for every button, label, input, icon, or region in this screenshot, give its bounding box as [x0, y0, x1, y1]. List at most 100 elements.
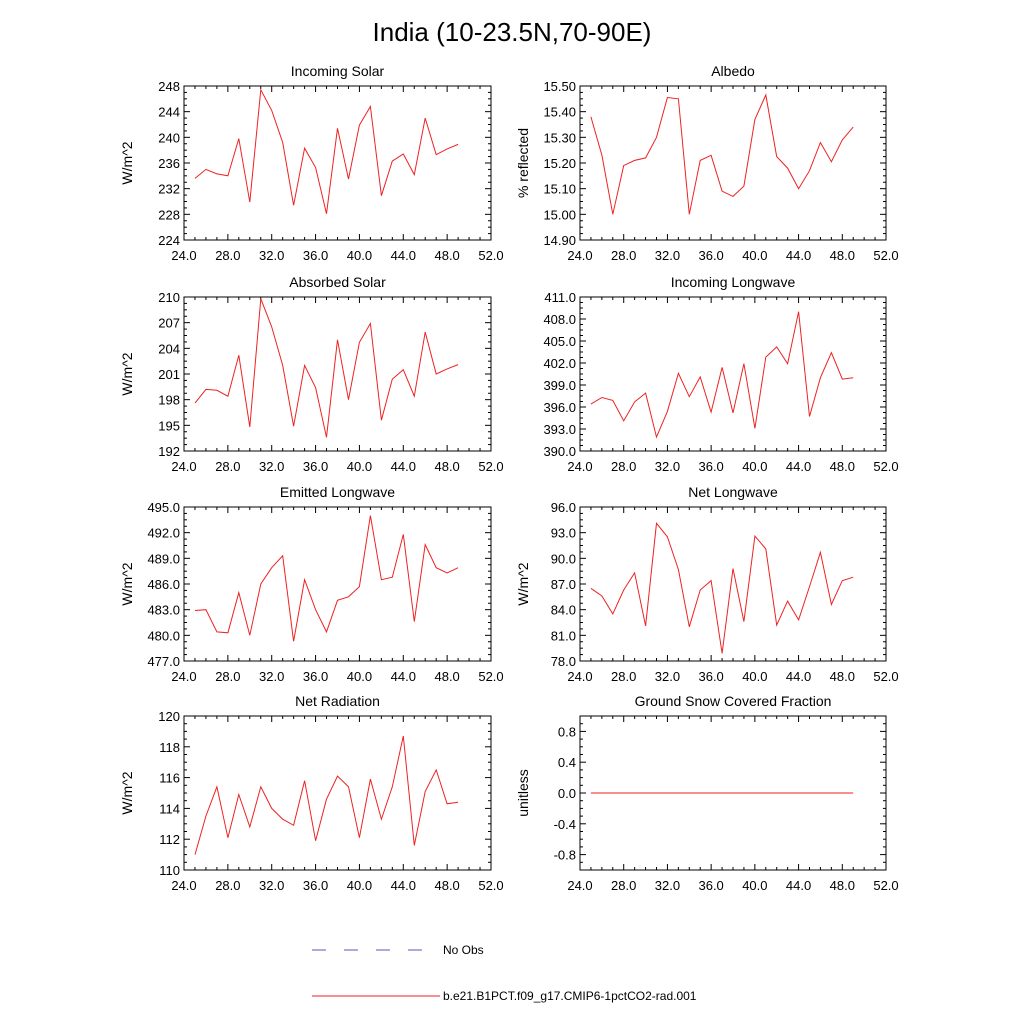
y-tick-label: 96.0	[551, 500, 576, 515]
x-tick-label: 36.0	[698, 248, 723, 263]
y-tick-label: 483.0	[147, 603, 180, 618]
y-axis-label: unitless	[515, 769, 531, 816]
y-axis-label: W/m^2	[119, 771, 135, 814]
series-line	[590, 522, 854, 654]
x-tick-label: 48.0	[434, 248, 459, 263]
y-tick-label: 0.0	[558, 786, 576, 801]
y-tick-label: 399.0	[543, 378, 576, 393]
panel-title: Net Longwave	[688, 484, 778, 500]
y-tick-label: 0.8	[558, 724, 576, 739]
panel-2: Albedo 24.0 28.0 32.0 36.0 40.0 44.0 48.0 52.0 14…	[515, 63, 899, 263]
x-tick-label: 32.0	[655, 669, 680, 684]
x-tick-label: 24.0	[567, 669, 592, 684]
x-tick-label: 32.0	[655, 459, 680, 474]
x-tick-label: 40.0	[347, 878, 372, 893]
panel-title: Net Radiation	[295, 693, 380, 709]
y-tick-label: 495.0	[147, 500, 180, 515]
y-axis-label: W/m^2	[119, 141, 135, 184]
x-tick-label: 44.0	[391, 459, 416, 474]
y-axis-label: W/m^2	[119, 352, 135, 395]
x-tick-label: 24.0	[567, 878, 592, 893]
y-tick-label: -0.4	[554, 817, 576, 832]
y-tick-label: 114	[159, 801, 180, 816]
x-tick-label: 28.0	[215, 669, 240, 684]
x-tick-label: 28.0	[611, 459, 636, 474]
y-tick-label: 15.40	[543, 105, 576, 120]
x-tick-label: 52.0	[478, 669, 503, 684]
x-tick-label: 52.0	[873, 459, 898, 474]
y-tick-label: 198	[158, 393, 180, 408]
y-tick-label: 15.00	[543, 207, 576, 222]
y-axis-label: % reflected	[515, 128, 531, 198]
x-tick-label: 32.0	[259, 248, 284, 263]
y-tick-label: 15.20	[543, 156, 576, 171]
panel-3: Absorbed Solar 24.0 28.0 32.0 36.0 40.0 44.0 48…	[119, 274, 504, 474]
series-line	[194, 735, 459, 855]
y-tick-label: 224	[158, 233, 180, 248]
x-tick-label: 32.0	[259, 878, 284, 893]
series-line	[590, 93, 854, 215]
y-tick-label: 204	[158, 341, 180, 356]
x-tick-label: 48.0	[434, 459, 459, 474]
x-tick-label: 28.0	[611, 669, 636, 684]
x-tick-label: 24.0	[567, 459, 592, 474]
y-tick-label: 93.0	[551, 526, 576, 541]
x-tick-label: 52.0	[478, 248, 503, 263]
x-tick-label: 40.0	[347, 669, 372, 684]
legend: No Obs b.e21.B1PCT.f09_g17.CMIP6-1pctCO2…	[312, 943, 697, 1003]
plot-frame	[579, 506, 887, 662]
x-tick-label: 44.0	[786, 669, 811, 684]
panel-8: Ground Snow Covered Fraction 24.0 28.0 32.0…	[515, 693, 899, 893]
y-tick-label: 492.0	[147, 526, 180, 541]
x-tick-label: 24.0	[567, 248, 592, 263]
y-tick-label: 90.0	[551, 551, 576, 566]
x-tick-label: 44.0	[391, 669, 416, 684]
series-line	[194, 515, 459, 642]
x-tick-label: 44.0	[786, 878, 811, 893]
y-tick-label: 236	[158, 156, 180, 171]
x-tick-label: 28.0	[215, 878, 240, 893]
x-tick-label: 32.0	[655, 878, 680, 893]
x-tick-label: 48.0	[434, 669, 459, 684]
x-tick-label: 28.0	[215, 248, 240, 263]
x-tick-label: 48.0	[830, 669, 855, 684]
y-tick-label: 192	[158, 444, 180, 459]
x-tick-label: 36.0	[303, 248, 328, 263]
x-tick-label: 36.0	[698, 669, 723, 684]
x-tick-label: 28.0	[611, 248, 636, 263]
x-tick-label: 36.0	[698, 459, 723, 474]
x-tick-label: 32.0	[259, 669, 284, 684]
x-tick-label: 32.0	[655, 248, 680, 263]
x-tick-label: 40.0	[742, 248, 767, 263]
x-tick-label: 36.0	[303, 669, 328, 684]
x-tick-label: 48.0	[830, 248, 855, 263]
x-tick-label: 48.0	[830, 459, 855, 474]
x-tick-label: 44.0	[786, 248, 811, 263]
y-tick-label: 486.0	[147, 577, 180, 592]
plot-frame	[183, 85, 492, 241]
y-tick-label: 84.0	[551, 603, 576, 618]
y-tick-label: 477.0	[147, 654, 180, 669]
x-tick-label: 40.0	[347, 459, 372, 474]
x-tick-label: 52.0	[478, 459, 503, 474]
y-tick-label: 0.4	[558, 755, 576, 770]
y-tick-label: 480.0	[147, 628, 180, 643]
x-tick-label: 24.0	[171, 459, 196, 474]
legend-no-obs-label: No Obs	[443, 943, 484, 957]
x-tick-label: 52.0	[478, 878, 503, 893]
x-tick-label: 24.0	[171, 669, 196, 684]
panel-title: Albedo	[711, 63, 755, 79]
y-axis-label: W/m^2	[119, 562, 135, 605]
y-tick-label: 195	[158, 418, 180, 433]
panel-title: Incoming Longwave	[671, 274, 796, 290]
plot-frame	[183, 506, 492, 662]
x-tick-label: 52.0	[873, 248, 898, 263]
panel-title: Absorbed Solar	[289, 274, 386, 290]
y-tick-label: 240	[158, 130, 180, 145]
y-axis-label: W/m^2	[515, 562, 531, 605]
y-tick-label: 120	[158, 709, 180, 724]
y-tick-label: 405.0	[543, 334, 576, 349]
y-tick-label: 118	[159, 740, 180, 755]
panel-7: Net Radiation 24.0 28.0 32.0 36.0 40.0 44.0 48.…	[119, 693, 504, 893]
y-tick-label: 232	[158, 182, 180, 197]
